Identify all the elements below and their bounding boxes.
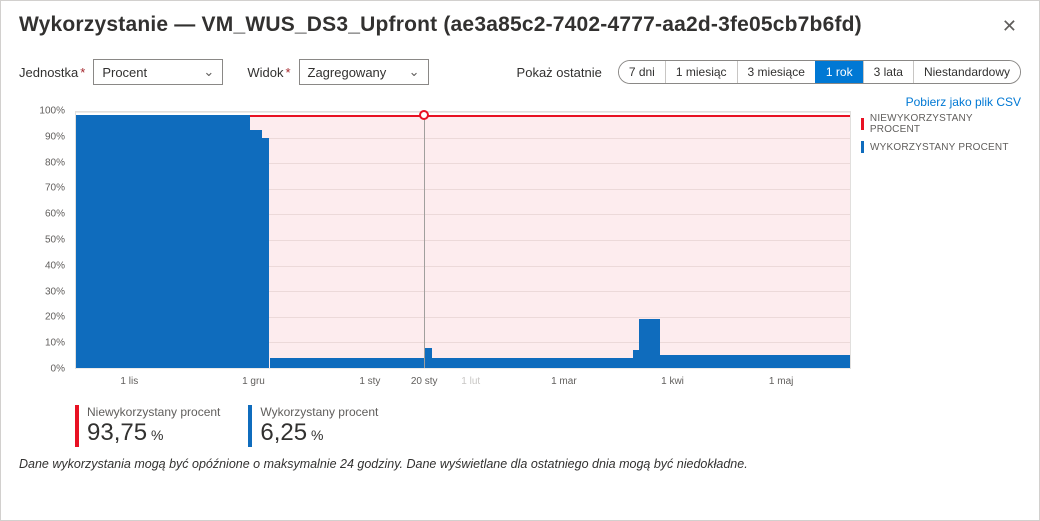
legend-item: WYKORZYSTANY PROCENT <box>861 141 1021 153</box>
chart-wrap: 0%10%20%30%40%50%60%70%80%90%100% 1 lis1… <box>19 111 1021 391</box>
used-segment <box>660 355 850 368</box>
used-segment <box>76 115 250 368</box>
y-tick: 0% <box>51 364 65 375</box>
chart-grid[interactable] <box>75 111 851 369</box>
summary-unused-label: Niewykorzystany procent <box>87 405 220 419</box>
panel-title: Wykorzystanie — VM_WUS_DS3_Upfront (ae3a… <box>19 13 862 37</box>
time-range-option[interactable]: 3 miesiące <box>737 61 815 83</box>
used-segment <box>424 348 432 368</box>
time-range-option[interactable]: 3 lata <box>863 61 913 83</box>
y-tick: 90% <box>45 131 65 142</box>
summary-unused-value: 93,75 % <box>87 419 220 447</box>
legend-item: NIEWYKORZYSTANY PROCENT <box>861 113 1021 135</box>
time-range-option[interactable]: Niestandardowy <box>913 61 1020 83</box>
unit-select[interactable]: Procent ⌄ <box>93 59 223 85</box>
view-label: Widok* <box>247 65 290 80</box>
x-tick: 1 lut <box>461 376 480 387</box>
y-tick: 20% <box>45 312 65 323</box>
x-tick: 1 mar <box>551 376 577 387</box>
time-range-option[interactable]: 1 miesiąc <box>665 61 737 83</box>
y-tick: 50% <box>45 235 65 246</box>
chart-area: 0%10%20%30%40%50%60%70%80%90%100% 1 lis1… <box>19 111 851 391</box>
legend-label: WYKORZYSTANY PROCENT <box>870 142 1009 153</box>
time-range-group: 7 dni1 miesiąc3 miesiące1 rok3 lataNiest… <box>618 60 1021 84</box>
x-tick: 20 sty <box>411 376 438 387</box>
legend-swatch <box>861 141 864 153</box>
grid-line <box>76 112 850 113</box>
legend-swatch <box>861 118 864 130</box>
unit-label: Jednostka* <box>19 65 85 80</box>
unit-select-value: Procent <box>102 65 147 80</box>
chart-legend: NIEWYKORZYSTANY PROCENT WYKORZYSTANY PROC… <box>851 111 1021 391</box>
used-segment <box>250 130 262 368</box>
controls-row: Jednostka* Procent ⌄ Widok* Zagregowany … <box>19 59 1021 85</box>
summary-unused: Niewykorzystany procent 93,75 % <box>75 405 220 447</box>
y-tick: 30% <box>45 286 65 297</box>
cursor-dot <box>419 110 429 120</box>
summary-used-value: 6,25 % <box>260 419 378 447</box>
view-select-value: Zagregowany <box>308 65 387 80</box>
used-segment <box>432 358 633 368</box>
x-axis: 1 lis 1 gru 1 sty 20 sty 1 lut 1 mar 1 kwi 1 ma… <box>75 369 851 391</box>
y-tick: 60% <box>45 209 65 220</box>
panel-header: Wykorzystanie — VM_WUS_DS3_Upfront (ae3a… <box>19 13 1021 39</box>
y-axis: 0%10%20%30%40%50%60%70%80%90%100% <box>19 111 71 369</box>
y-tick: 40% <box>45 260 65 271</box>
view-select[interactable]: Zagregowany ⌄ <box>299 59 429 85</box>
download-csv-link[interactable]: Pobierz jako plik CSV <box>906 95 1021 109</box>
x-tick: 1 lis <box>120 376 138 387</box>
summary-used: Wykorzystany procent 6,25 % <box>248 405 378 447</box>
x-tick: 1 gru <box>242 376 265 387</box>
range-label: Pokaż ostatnie <box>517 65 602 80</box>
chevron-down-icon: ⌄ <box>203 64 214 80</box>
time-range-option[interactable]: 1 rok <box>815 61 863 83</box>
utilization-panel: Wykorzystanie — VM_WUS_DS3_Upfront (ae3a… <box>0 0 1040 521</box>
x-tick: 1 maj <box>769 376 793 387</box>
x-tick: 1 kwi <box>661 376 684 387</box>
summary-row: Niewykorzystany procent 93,75 % Wykorzys… <box>75 405 1021 447</box>
summary-used-label: Wykorzystany procent <box>260 405 378 419</box>
time-range-option[interactable]: 7 dni <box>619 61 665 83</box>
y-tick: 100% <box>39 106 65 117</box>
y-tick: 10% <box>45 338 65 349</box>
csv-row: Pobierz jako plik CSV <box>19 95 1021 109</box>
y-tick: 70% <box>45 183 65 194</box>
cursor-line <box>424 112 425 368</box>
footnote: Dane wykorzystania mogą być opóźnione o … <box>19 457 1021 471</box>
close-icon[interactable]: ✕ <box>998 13 1021 39</box>
chevron-down-icon: ⌄ <box>409 64 420 80</box>
y-tick: 80% <box>45 157 65 168</box>
x-tick: 1 sty <box>359 376 380 387</box>
used-segment <box>270 358 425 368</box>
used-segment <box>639 319 661 368</box>
legend-label: NIEWYKORZYSTANY PROCENT <box>870 113 1021 135</box>
used-segment <box>262 138 270 368</box>
